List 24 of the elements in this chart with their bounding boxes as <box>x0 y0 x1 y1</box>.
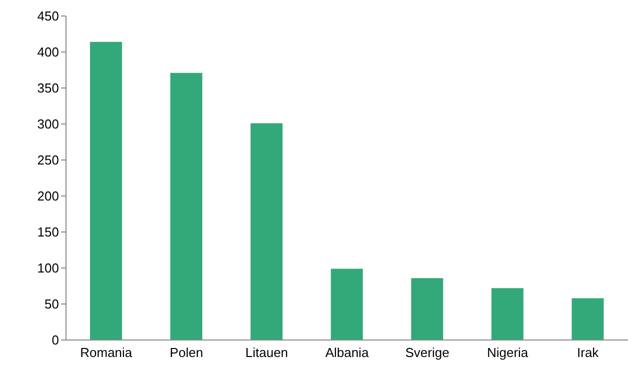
bar <box>411 278 444 340</box>
x-tick-label: Litauen <box>245 345 288 360</box>
y-tick-label: 250 <box>37 152 59 168</box>
bar <box>491 288 524 340</box>
bar <box>330 268 363 340</box>
y-tick-label: 0 <box>52 332 59 348</box>
bar <box>170 72 202 340</box>
x-tick-label: Nigeria <box>486 345 529 360</box>
y-tick-label: 450 <box>37 8 59 24</box>
y-tick-label: 350 <box>37 80 59 96</box>
x-tick-label: Sverige <box>405 345 450 360</box>
y-tick-label: 200 <box>37 188 59 204</box>
y-tick-label: 150 <box>37 224 59 240</box>
x-tick-label: Polen <box>170 345 204 360</box>
bar <box>90 42 122 340</box>
x-tick-label: Albania <box>325 345 370 360</box>
y-tick-label: 400 <box>37 44 59 60</box>
bar <box>250 123 283 340</box>
x-tick-label: Irak <box>577 345 600 360</box>
x-tick-label: Romania <box>80 345 133 360</box>
y-tick-label: 300 <box>37 116 59 132</box>
y-tick-label: 100 <box>37 260 59 276</box>
bar <box>572 298 604 340</box>
y-tick-label: 50 <box>44 296 59 312</box>
